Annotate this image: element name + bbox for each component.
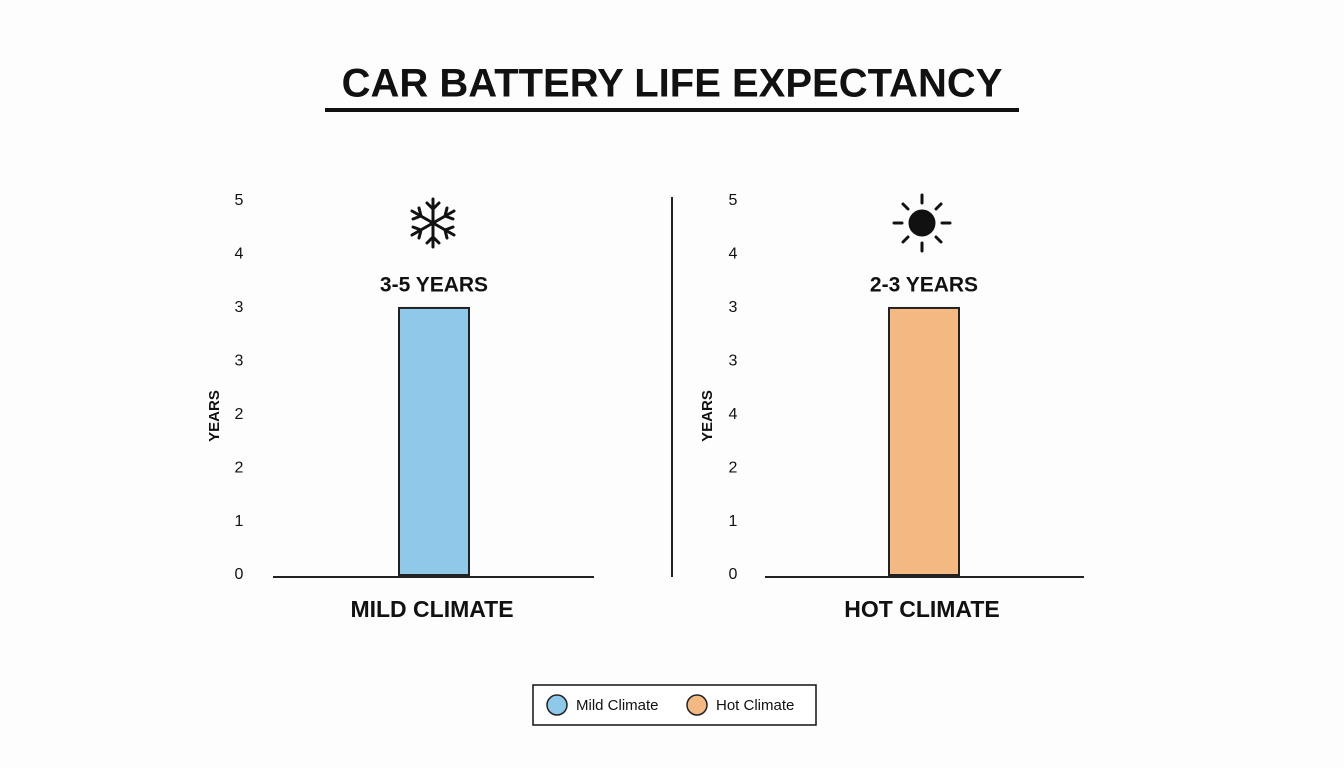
- x-tick-label: HOT CLIMATE: [844, 596, 999, 622]
- y-tick-label: 5: [729, 192, 738, 209]
- legend-swatch: [546, 694, 568, 716]
- legend-swatch: [686, 694, 708, 716]
- y-tick-label: 4: [235, 245, 244, 262]
- y-tick-label: 2: [235, 459, 244, 476]
- value-label: 2-3 YEARS: [870, 274, 978, 297]
- y-tick-label: 0: [235, 566, 244, 583]
- y-tick-label: 4: [729, 245, 738, 262]
- bar: [398, 306, 470, 576]
- x-tick-label: MILD CLIMATE: [350, 596, 513, 622]
- sun-icon: [892, 193, 952, 253]
- title: CAR BATTERY LIFE EXPECTANCY: [342, 62, 1003, 106]
- snowflake-icon: [410, 197, 456, 249]
- y-axis-label: YEARS: [206, 390, 223, 442]
- y-tick-label: 4: [729, 406, 738, 423]
- bar: [888, 306, 960, 576]
- y-tick-label: 3: [729, 352, 738, 369]
- legend-box: [532, 684, 817, 726]
- y-tick-label: 1: [235, 513, 244, 530]
- legend-label: Mild Climate: [576, 697, 659, 714]
- y-tick-label: 5: [235, 192, 244, 209]
- y-tick-label: 2: [235, 406, 244, 423]
- legend-label: Hot Climate: [716, 697, 794, 714]
- y-axis-label: YEARS: [699, 390, 716, 442]
- y-tick-label: 3: [235, 299, 244, 316]
- y-tick-label: 2: [729, 459, 738, 476]
- y-tick-label: 3: [235, 352, 244, 369]
- y-tick-label: 1: [729, 513, 738, 530]
- value-label: 3-5 YEARS: [380, 274, 488, 297]
- y-tick-label: 3: [729, 299, 738, 316]
- y-tick-label: 0: [729, 566, 738, 583]
